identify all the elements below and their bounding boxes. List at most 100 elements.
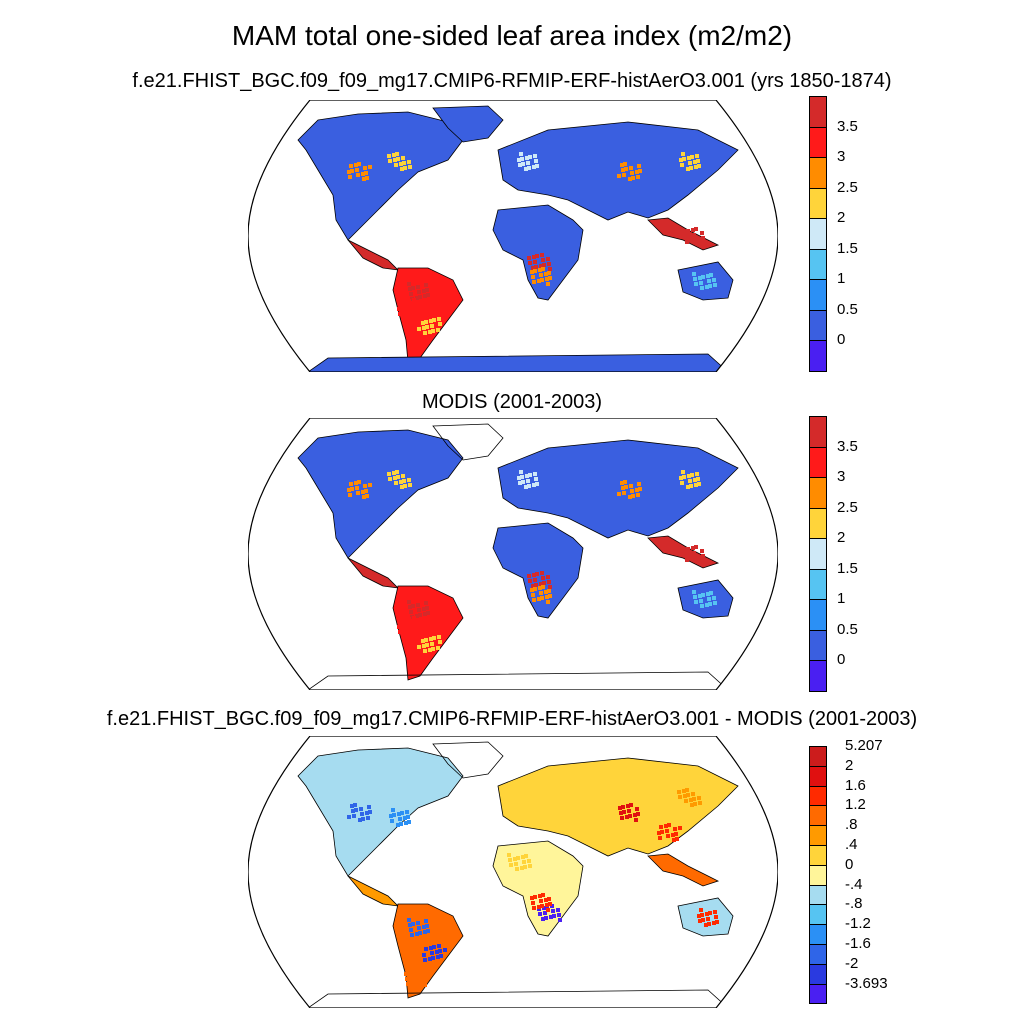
field-cell [685,240,689,244]
field-cell [347,170,351,174]
field-cell [629,803,633,807]
field-cell [349,164,353,168]
field-cell [709,273,713,277]
field-cell [400,811,404,815]
field-cell [698,237,702,241]
field-cell [407,478,411,482]
field-cell [541,917,545,921]
field-cell [353,803,357,807]
field-cell [538,268,542,272]
field-cell [620,163,624,167]
colorbar-swatch [809,126,827,158]
field-cell [421,973,425,977]
field-cell [697,796,701,800]
field-cell [403,816,407,820]
field-cell [399,480,403,484]
field-cell [426,611,430,615]
field-cell [424,320,428,324]
field-cell [520,866,524,870]
field-cell [368,483,372,487]
field-cell [392,471,396,475]
colorbar-swatch [809,805,827,827]
field-cell [545,595,549,599]
field-cell [412,616,416,620]
field-cell [517,158,521,162]
panel-1-map [248,100,778,372]
field-cell [712,278,716,282]
field-cell [699,908,703,912]
antarctica-land [306,353,730,372]
field-cell [409,292,413,296]
field-cell [534,265,538,269]
field-cell [359,807,363,811]
field-cell [396,157,400,161]
field-cell [355,168,359,172]
colorbar-label: -.8 [845,895,863,913]
field-cell [527,574,531,578]
field-cell [705,603,709,607]
colorbar-label: 5.207 [845,737,883,754]
field-cell [399,822,403,826]
field-cell [398,312,402,316]
field-cell [695,154,699,158]
field-cell [693,277,697,281]
field-cell [547,271,551,275]
field-cell [365,494,369,498]
field-cell [699,242,703,246]
field-cell [522,860,526,864]
field-cell [362,177,366,181]
field-cell [360,812,364,816]
colorbar-swatch [809,507,827,539]
field-cell [530,896,534,900]
field-cell [423,331,427,335]
field-cell [354,808,358,812]
field-cell [424,283,428,287]
field-cell [679,158,683,162]
field-cell [539,582,543,586]
field-cell [621,486,625,490]
field-cell [438,322,442,326]
field-cell [546,575,550,579]
field-cell [694,165,698,169]
northAmerica-land [297,429,464,559]
colorbar-label: 0.5 [837,300,858,318]
field-cell [532,906,536,910]
field-cell [692,590,696,594]
field-cell [545,866,549,870]
field-cell [532,483,536,487]
australia-land [677,261,734,301]
field-cell [635,807,639,811]
australia-land [677,897,734,937]
field-cell [685,558,689,562]
field-cell [709,591,713,595]
panel-3-title: f.e21.FHIST_BGC.f09_f09_mg17.CMIP6-RFMIP… [106,708,918,730]
field-cell [691,546,695,550]
field-cell [638,169,642,173]
panel-2-title: MODIS (2001-2003) [421,391,603,413]
field-cell [690,557,694,561]
field-cell [706,592,710,596]
field-cell [407,299,411,303]
field-cell [690,473,694,477]
field-cell [545,903,549,907]
field-cell [534,159,538,163]
field-cell [514,862,518,866]
colorbar-swatch [809,96,827,128]
field-cell [537,905,541,909]
field-cell [700,604,704,608]
field-cell [414,626,418,630]
field-cell [552,859,556,863]
field-cell [704,923,708,927]
field-cell [432,945,436,949]
field-cell [426,929,430,933]
field-cell [405,810,409,814]
map-outline [248,736,778,1008]
colorbar-label: 3.5 [837,437,858,455]
field-cell [408,483,412,487]
colorbar-swatch [809,309,827,341]
field-cell [544,898,548,902]
colorbar-label: 0 [845,855,854,873]
field-cell [682,475,686,479]
field-cell [672,838,676,842]
colorbar-swatch [809,845,827,866]
